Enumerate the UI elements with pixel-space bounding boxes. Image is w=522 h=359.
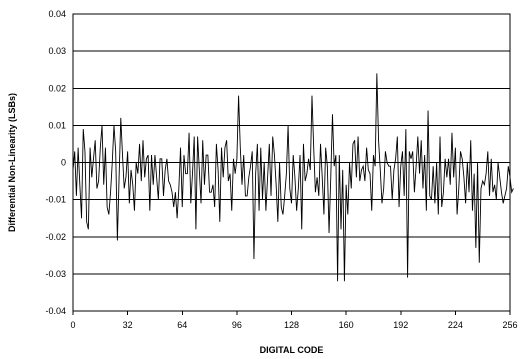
y-tick-label-0: 0.04 — [48, 9, 66, 19]
y-tick-label-5: -0.01 — [45, 195, 66, 205]
y-tick-label-8: -0.04 — [45, 306, 66, 316]
x-axis-title: DIGITAL CODE — [260, 345, 324, 355]
x-tick-label-6: 192 — [393, 320, 408, 330]
x-tick-label-1: 32 — [123, 320, 133, 330]
y-axis-title: Differential Non-Linearity (LSBs) — [7, 93, 17, 232]
axis-layer: 0.04 0.03 0.02 0.01 0 -0.01 -0.02 -0.03 -0.04 0 32… — [45, 9, 517, 330]
y-tick-label-1: 0.03 — [48, 46, 66, 56]
x-tick-label-4: 128 — [284, 320, 299, 330]
x-tick-label-7: 224 — [448, 320, 463, 330]
x-tick-label-2: 64 — [177, 320, 187, 330]
y-tick-label-7: -0.03 — [45, 269, 66, 279]
y-tick-label-2: 0.02 — [48, 83, 66, 93]
y-tick-label-3: 0.01 — [48, 120, 66, 130]
y-tick-label-6: -0.02 — [45, 232, 66, 242]
x-tick-label-0: 0 — [70, 320, 75, 330]
dnl-series-line — [72, 73, 514, 282]
x-tick-label-8: 256 — [502, 320, 517, 330]
x-tick-label-3: 96 — [232, 320, 242, 330]
y-tick-label-4: 0 — [61, 158, 66, 168]
plot-layer — [72, 73, 514, 282]
x-tick-label-5: 160 — [339, 320, 354, 330]
